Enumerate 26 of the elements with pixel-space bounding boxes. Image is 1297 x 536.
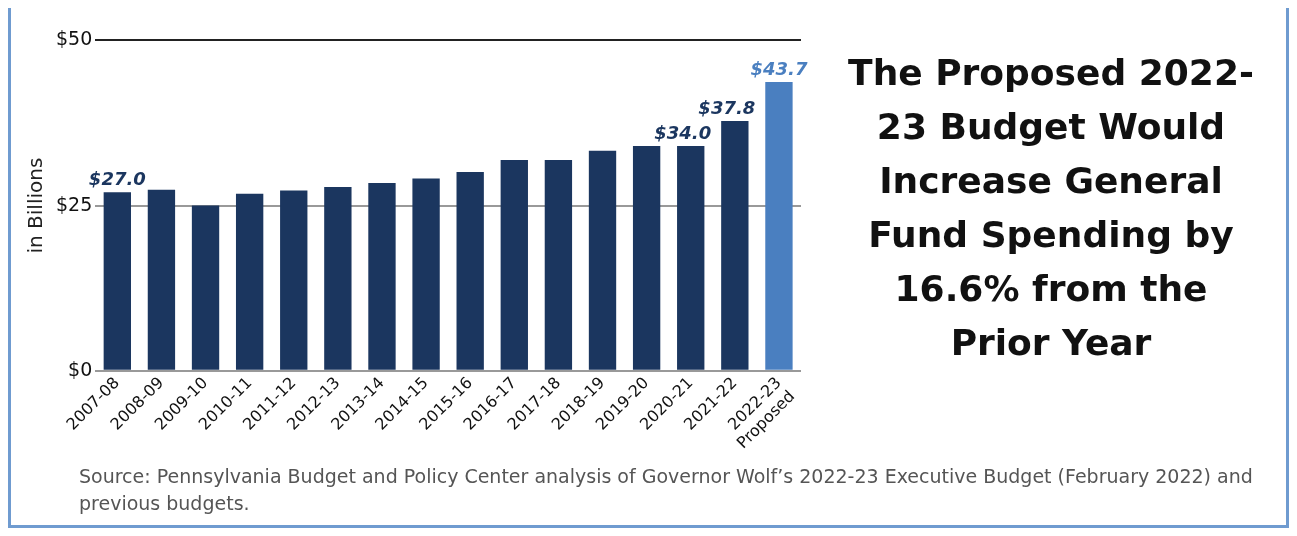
- bar: [147, 189, 176, 370]
- data-label: $34.0: [654, 121, 712, 143]
- bar: [324, 187, 352, 370]
- bar: [588, 150, 617, 370]
- bar: [456, 171, 484, 370]
- bar: [191, 205, 220, 370]
- bar: [544, 159, 573, 370]
- data-label: $37.8: [698, 96, 756, 118]
- data-label: $27.0: [88, 168, 146, 190]
- y-tick-label: $25: [56, 192, 93, 215]
- y-tick-label: $0: [68, 357, 93, 380]
- data-label: $43.7: [750, 57, 808, 79]
- bar: [500, 159, 528, 370]
- bar: [721, 121, 749, 370]
- bar: [280, 190, 308, 370]
- bar: [677, 146, 705, 370]
- y-tick-label: $50: [56, 27, 93, 50]
- bar: [368, 183, 396, 370]
- bar: [765, 82, 793, 370]
- y-axis-title: in Billions: [23, 157, 48, 254]
- text: The Proposed 2022-23 Budget Would Increase General Fund Spending by 16.6% from the Prior Year: [847, 51, 1255, 365]
- bar: [632, 146, 661, 370]
- bar: [412, 178, 440, 370]
- bar: [103, 192, 131, 370]
- source-note: Source: Pennsylvania Budget and Policy Center analysis of Governor Wolf’s 2022-23 Executive Budget (February 2022) and previous budgets.: [79, 464, 1254, 516]
- bar: [235, 193, 264, 370]
